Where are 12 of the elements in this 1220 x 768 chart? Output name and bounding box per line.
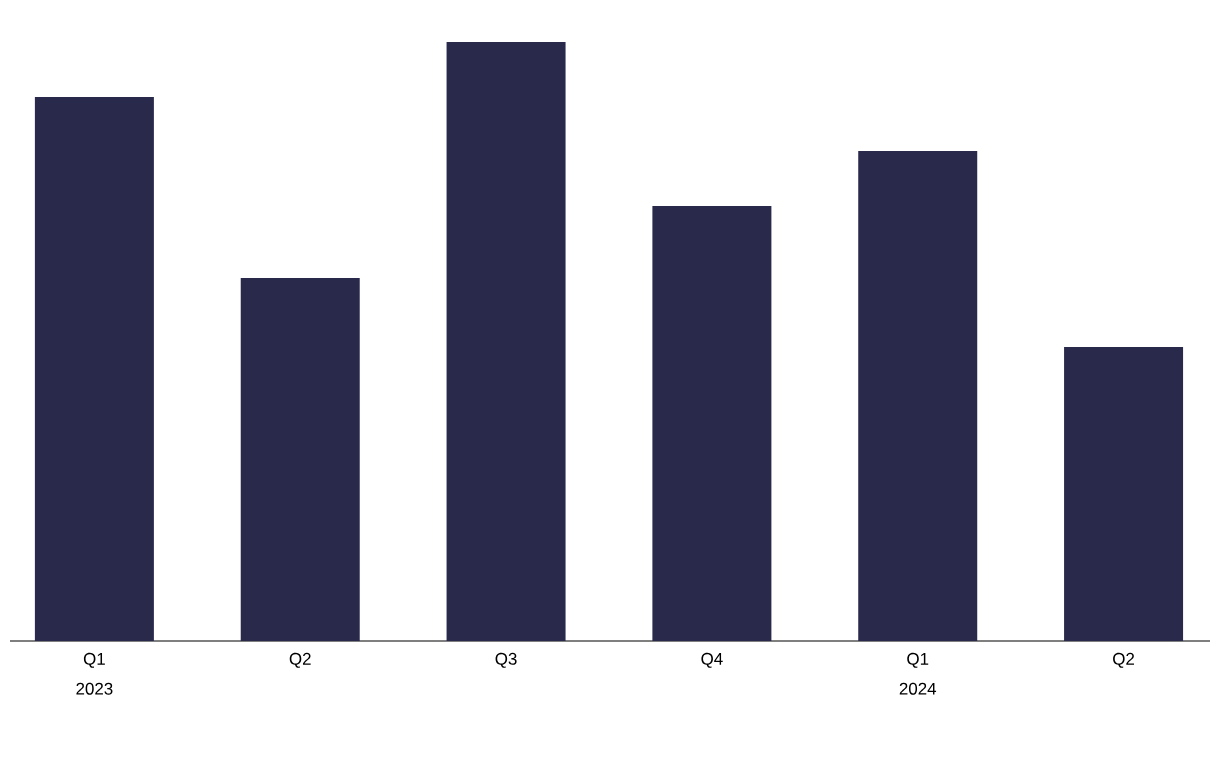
x-tick-label: Q3 [495,652,517,668]
x-tick-label: Q1 2023 [76,652,113,695]
x-tick-label: Q4 [701,652,723,668]
bar [446,41,566,641]
x-tick-label: Q2 [1113,652,1135,668]
x-tick-label: Q2 [289,652,311,668]
bar [34,97,154,641]
x-tick-label: Q1 2024 [899,652,937,695]
bar [652,206,772,641]
bar [1064,346,1184,641]
bar [240,278,360,641]
bar [858,151,978,641]
